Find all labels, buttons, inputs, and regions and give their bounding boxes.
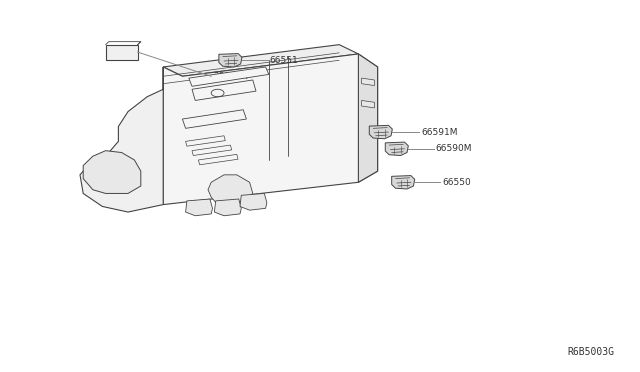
Polygon shape [192, 145, 232, 155]
Polygon shape [198, 154, 238, 165]
Polygon shape [362, 78, 374, 86]
Text: R6B5003G: R6B5003G [568, 347, 614, 357]
Text: 66551: 66551 [269, 56, 298, 65]
Polygon shape [362, 100, 374, 108]
Polygon shape [214, 199, 241, 216]
Text: 66550: 66550 [442, 178, 471, 187]
Polygon shape [240, 193, 267, 210]
Polygon shape [186, 136, 225, 146]
Polygon shape [106, 45, 138, 60]
Polygon shape [219, 54, 242, 67]
Polygon shape [385, 142, 408, 155]
Polygon shape [163, 45, 358, 76]
Polygon shape [208, 175, 253, 205]
Polygon shape [189, 67, 269, 86]
Polygon shape [186, 199, 212, 216]
Polygon shape [369, 125, 392, 139]
Polygon shape [192, 80, 256, 100]
Text: 28198X: 28198X [213, 72, 248, 81]
Polygon shape [392, 176, 415, 189]
Polygon shape [80, 67, 163, 212]
Text: 66591M: 66591M [421, 128, 458, 137]
Polygon shape [182, 110, 246, 128]
Text: 66590M: 66590M [436, 144, 472, 153]
Polygon shape [163, 54, 378, 205]
Polygon shape [83, 151, 141, 193]
Polygon shape [358, 54, 378, 182]
